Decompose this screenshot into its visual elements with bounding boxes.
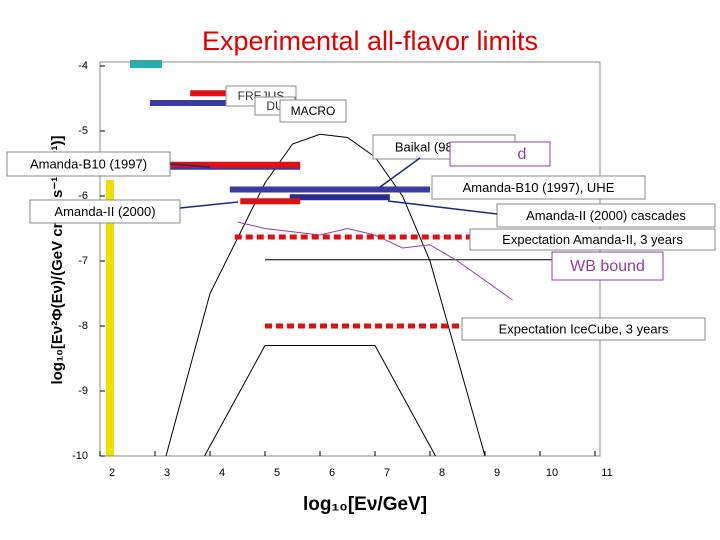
annotation-box	[496, 203, 716, 228]
x-tick-label: 9	[494, 467, 500, 479]
arrow	[387, 200, 498, 215]
x-tick-label: 10	[546, 467, 558, 479]
plot-frame	[99, 61, 601, 457]
y-tick-label: -5	[78, 125, 88, 137]
arrows	[169, 157, 498, 215]
y-tick-label: -8	[78, 320, 88, 332]
plot: 2 3 4 5 6 7 8 9 10 11 -10 -9 -8 -7 -6 -5 -4	[72, 60, 613, 479]
annotation-box	[29, 199, 181, 224]
curve	[165, 133, 486, 457]
y-axis-label: log₁₀[Eν²Φ(Eν)/(GeV cm⁻² s⁻¹ sr⁻¹)]	[49, 135, 66, 384]
annotation-box	[6, 151, 171, 177]
decor-yellow	[106, 180, 114, 456]
annotation: Expectation IceCube, 3 years	[499, 321, 669, 336]
x-tick-label: 4	[219, 467, 225, 479]
y-tick-label: -4	[78, 60, 88, 72]
x-tick-label: 8	[439, 467, 445, 479]
annotation: Amanda-II (2000)	[54, 204, 155, 219]
arrow	[179, 201, 239, 209]
annotation: MACRO	[291, 104, 336, 118]
annotation: Amanda-B10 (1997), UHE	[463, 180, 615, 195]
curve	[237, 221, 513, 301]
y-tick-label: -7	[78, 255, 88, 267]
x-tick-label: 11	[601, 467, 612, 479]
x-axis-label: log₁₀[Eν/GeV]	[303, 494, 427, 515]
curve	[204, 345, 436, 457]
x-tick-label: 2	[109, 467, 115, 479]
y-tick-label: -9	[78, 385, 88, 397]
annotation-box	[469, 228, 716, 251]
annotation: d	[518, 146, 527, 163]
annotation-box	[461, 317, 706, 341]
arrow	[379, 157, 421, 188]
y-tick-label: -10	[72, 450, 88, 462]
annotation-box	[279, 99, 347, 123]
annotation: WB bound	[570, 258, 645, 275]
x-tick-label: 3	[164, 467, 170, 479]
x-tick-label: 7	[384, 467, 390, 479]
annotation-box	[449, 141, 551, 167]
annotation: Amanda-B10 (1997)	[30, 156, 147, 171]
annotation: Expectation Amanda-II, 3 years	[502, 232, 683, 247]
annotation: DU	[266, 99, 283, 113]
x-tick-label: 6	[329, 467, 335, 479]
annotation-box	[431, 175, 646, 200]
annotation: Amanda-II (2000) cascades	[526, 208, 686, 223]
annotation-box	[551, 251, 664, 281]
chart-title: Experimental all-flavor limits	[202, 26, 538, 56]
decor-cyan	[130, 60, 162, 68]
arrow	[169, 163, 211, 168]
y-tick-label: -6	[78, 190, 88, 202]
x-tick-label: 5	[274, 467, 280, 479]
